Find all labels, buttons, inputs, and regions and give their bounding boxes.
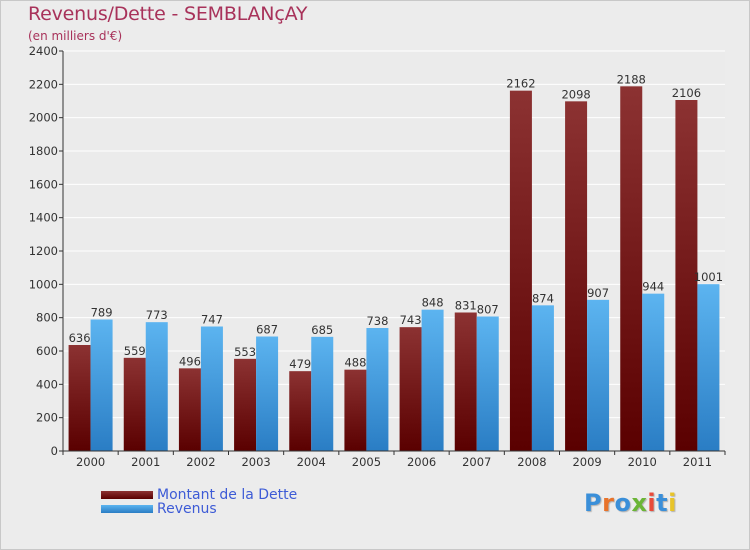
data-label-debt: 831 [455, 299, 477, 313]
x-tick-label: 2001 [131, 455, 160, 469]
x-tick-label: 2005 [352, 455, 381, 469]
bar-revenue [642, 293, 665, 451]
chart-title: Revenus/Dette - SEMBLANçAY [28, 3, 308, 25]
data-label-debt: 636 [69, 331, 91, 345]
proxiti-logo: Proxiti [584, 489, 677, 517]
data-label-revenue: 687 [256, 323, 278, 337]
y-tick-label: 0 [51, 444, 58, 458]
y-tick-label: 200 [36, 411, 58, 425]
data-label-revenue: 848 [422, 296, 444, 310]
data-label-debt: 743 [400, 313, 422, 327]
data-label-revenue: 685 [311, 323, 333, 337]
axes: 0 200 400 600 800 1000 1200 1400 1600 1800 2000 220… [29, 44, 726, 469]
data-label-debt: 2162 [506, 77, 535, 91]
bar-revenue [531, 305, 554, 451]
y-tick-label: 1200 [29, 244, 58, 258]
x-tick-label: 2007 [462, 455, 491, 469]
y-tick-label: 1600 [29, 177, 58, 191]
bar-revenue [256, 336, 279, 451]
logo-letter: i [668, 489, 677, 517]
bar-revenue [476, 316, 499, 451]
bar-debt [344, 369, 367, 451]
y-tick-label: 1000 [29, 277, 58, 291]
data-label-debt: 488 [344, 356, 366, 370]
bar-debt [289, 371, 312, 451]
bar-revenue [421, 309, 444, 451]
bar-debt [565, 101, 588, 451]
bar-debt [178, 368, 201, 451]
y-tick-label: 1400 [29, 211, 58, 225]
logo-letter: x [631, 489, 648, 517]
y-tick-label: 2000 [29, 111, 58, 125]
bar-debt [68, 345, 91, 451]
bars [68, 86, 720, 452]
data-label-revenue: 907 [587, 286, 609, 300]
x-tick-label: 2003 [241, 455, 270, 469]
x-tick-label: 2004 [297, 455, 326, 469]
y-tick-label: 2400 [29, 44, 58, 58]
bar-debt [675, 100, 698, 451]
bar-debt [454, 312, 477, 451]
data-label-debt: 2188 [617, 72, 646, 86]
x-tick-label: 2002 [186, 455, 215, 469]
data-label-debt: 479 [289, 357, 311, 371]
bar-debt [620, 86, 643, 451]
logo-letter: i [647, 489, 657, 517]
data-label-revenue: 747 [201, 313, 223, 327]
x-tick-label: 2000 [76, 455, 105, 469]
legend-label-debt: Montant de la Dette [157, 487, 298, 503]
legend-item-revenue: Revenus [101, 501, 217, 517]
data-label-revenue: 874 [532, 291, 554, 305]
bar-revenue [311, 336, 334, 451]
bar-revenue [366, 328, 389, 451]
y-tick-label: 1800 [29, 144, 58, 158]
y-tick-label: 600 [36, 344, 58, 358]
y-tick-label: 400 [36, 377, 58, 391]
bar-debt [123, 357, 146, 451]
legend-swatch-revenue [101, 505, 153, 513]
bar-revenue [697, 284, 720, 451]
data-label-debt: 2098 [561, 87, 590, 101]
data-label-debt: 496 [179, 354, 201, 368]
x-tick-label: 2006 [407, 455, 436, 469]
legend-label-revenue: Revenus [157, 501, 217, 517]
logo-letter: o [614, 489, 632, 517]
logo-letter: t [656, 489, 669, 517]
x-tick-label: 2010 [628, 455, 657, 469]
bar-debt [509, 90, 532, 452]
logo-letter: r [602, 489, 615, 517]
data-label-revenue: 773 [146, 308, 168, 322]
x-tick-label: 2008 [517, 455, 546, 469]
data-label-revenue: 807 [477, 303, 499, 317]
logo-letter: P [584, 489, 603, 517]
x-tick-label: 2011 [683, 455, 712, 469]
data-label-revenue: 1001 [694, 270, 723, 284]
data-label-revenue: 789 [91, 306, 113, 320]
data-label-debt: 553 [234, 345, 256, 359]
y-tick-label: 800 [36, 311, 58, 325]
bar-revenue [145, 322, 168, 451]
bar-revenue [90, 319, 113, 451]
bar-debt [234, 358, 257, 451]
data-label-revenue: 944 [642, 280, 664, 294]
legend-item-debt: Montant de la Dette [101, 487, 297, 503]
chart-subtitle: (en milliers d'€) [28, 29, 123, 43]
bar-revenue [587, 299, 610, 451]
legend-swatch-debt [101, 491, 153, 499]
data-label-debt: 2106 [672, 86, 701, 100]
x-tick-label: 2009 [572, 455, 601, 469]
bar-debt [399, 327, 422, 451]
data-label-revenue: 738 [366, 314, 388, 328]
bar-revenue [200, 326, 223, 451]
grid-lines [63, 50, 725, 452]
data-label-debt: 559 [124, 344, 146, 358]
y-tick-label: 2200 [29, 77, 58, 91]
